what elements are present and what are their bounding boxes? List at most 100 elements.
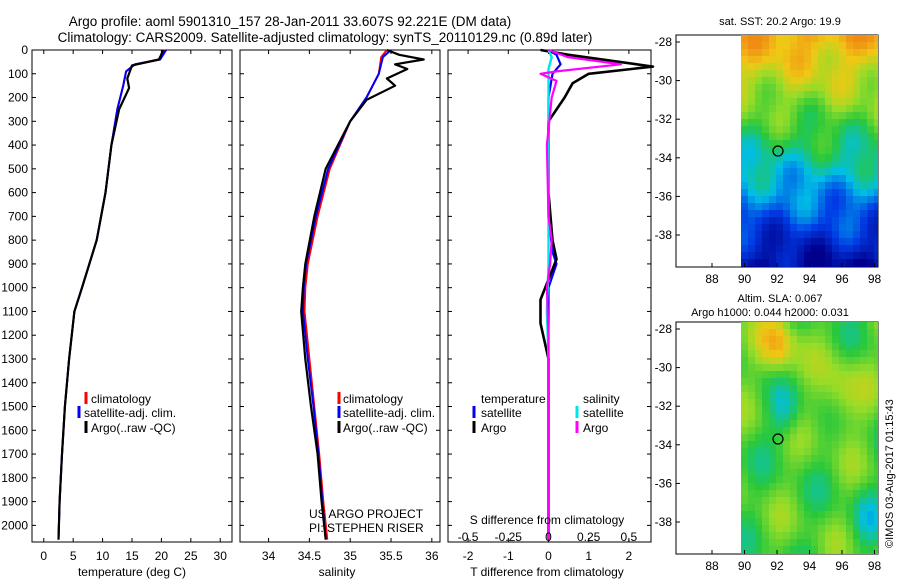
map-cell bbox=[769, 35, 776, 42]
map-cell bbox=[769, 497, 776, 504]
map-cell bbox=[769, 210, 776, 217]
map-cell bbox=[741, 511, 748, 518]
map-cell bbox=[825, 161, 832, 168]
map-cell bbox=[790, 42, 797, 49]
map-cell bbox=[846, 126, 853, 133]
map-cell bbox=[741, 70, 748, 77]
map-x-tick-label: 90 bbox=[738, 272, 752, 286]
map-cell bbox=[818, 532, 825, 539]
map-cell bbox=[818, 238, 825, 245]
map-cell bbox=[790, 203, 797, 210]
map-cell bbox=[783, 126, 790, 133]
map-cell bbox=[846, 553, 853, 554]
map-cell bbox=[769, 245, 776, 252]
map-cell bbox=[818, 84, 825, 91]
map-cell bbox=[776, 413, 783, 420]
map-cell bbox=[818, 196, 825, 203]
map-cell bbox=[860, 105, 867, 112]
map-cell bbox=[790, 98, 797, 105]
map-cell bbox=[811, 70, 818, 77]
map-cell bbox=[832, 462, 839, 469]
legend-label-satellite-adj: satellite-adj. clim. bbox=[343, 406, 435, 420]
map-cell bbox=[839, 84, 846, 91]
map-cell bbox=[769, 238, 776, 245]
map-cell bbox=[776, 378, 783, 385]
map-cell bbox=[825, 343, 832, 350]
depth-tick-label: 1600 bbox=[1, 423, 28, 437]
map-cell bbox=[783, 476, 790, 483]
map-cell bbox=[839, 546, 846, 553]
map-cell bbox=[797, 154, 804, 161]
map-cell bbox=[741, 504, 748, 511]
map-cell bbox=[825, 385, 832, 392]
salinity-x-ticks: 34 34.5 35 35.5 36 bbox=[262, 549, 439, 563]
temperature-axis-label: temperature (deg C) bbox=[78, 565, 186, 579]
map-cell bbox=[867, 196, 874, 203]
map-cell bbox=[825, 196, 832, 203]
map-cell bbox=[839, 462, 846, 469]
map-cell bbox=[769, 133, 776, 140]
map-cell bbox=[818, 154, 825, 161]
map-cell bbox=[790, 343, 797, 350]
map-cell bbox=[776, 161, 783, 168]
map-cell bbox=[825, 35, 832, 42]
map-cell bbox=[846, 84, 853, 91]
map-cell bbox=[867, 539, 874, 546]
map-cell bbox=[790, 231, 797, 238]
map-cell bbox=[790, 497, 797, 504]
map-cell bbox=[804, 469, 811, 476]
map-cell bbox=[825, 455, 832, 462]
map-x-tick-label: 98 bbox=[868, 272, 882, 286]
map-cell bbox=[797, 441, 804, 448]
map-cell bbox=[741, 329, 748, 336]
map-cell bbox=[811, 497, 818, 504]
map-cell bbox=[825, 70, 832, 77]
map-cell bbox=[762, 385, 769, 392]
map-cell bbox=[804, 420, 811, 427]
map-cell bbox=[783, 448, 790, 455]
map-cell bbox=[860, 427, 867, 434]
t-difference-axis-label: T difference from climatology bbox=[470, 565, 624, 579]
map-cell bbox=[762, 406, 769, 413]
x-tick-label: 36 bbox=[425, 549, 439, 563]
map-cell bbox=[769, 189, 776, 196]
map-cell bbox=[748, 266, 755, 267]
map-cell bbox=[832, 35, 839, 42]
map-cell bbox=[776, 343, 783, 350]
map-cell bbox=[874, 84, 878, 91]
map-cell bbox=[867, 364, 874, 371]
map-cell bbox=[797, 427, 804, 434]
map-cell bbox=[776, 322, 783, 329]
map-cell bbox=[804, 427, 811, 434]
map-cell bbox=[762, 196, 769, 203]
map-cell bbox=[839, 406, 846, 413]
map-cell bbox=[818, 126, 825, 133]
map-cell bbox=[853, 147, 860, 154]
map-cell bbox=[741, 385, 748, 392]
map-cell bbox=[762, 161, 769, 168]
x-tick-label: -2 bbox=[463, 549, 474, 563]
map-cell bbox=[839, 497, 846, 504]
map-cell bbox=[797, 378, 804, 385]
map-x-tick-label: 96 bbox=[835, 559, 849, 573]
map-cell bbox=[797, 322, 804, 329]
map-cell bbox=[755, 490, 762, 497]
legend-salinity-title: salinity bbox=[583, 392, 620, 406]
map-cell bbox=[762, 84, 769, 91]
map-cell bbox=[755, 553, 762, 554]
legend-label-argo: Argo(..raw -QC) bbox=[343, 421, 428, 435]
map-cell bbox=[846, 245, 853, 252]
map-cell bbox=[769, 511, 776, 518]
depth-tick-label: 700 bbox=[8, 209, 28, 223]
map-cell bbox=[762, 532, 769, 539]
x-tick-label: -0.5 bbox=[458, 530, 479, 544]
map-cell bbox=[776, 546, 783, 553]
map-cell bbox=[853, 84, 860, 91]
map-cell bbox=[867, 140, 874, 147]
map-cell bbox=[762, 420, 769, 427]
map-cell bbox=[762, 56, 769, 63]
map-cell bbox=[846, 532, 853, 539]
map-cell bbox=[783, 504, 790, 511]
map-cell bbox=[832, 322, 839, 329]
map-cell bbox=[790, 525, 797, 532]
